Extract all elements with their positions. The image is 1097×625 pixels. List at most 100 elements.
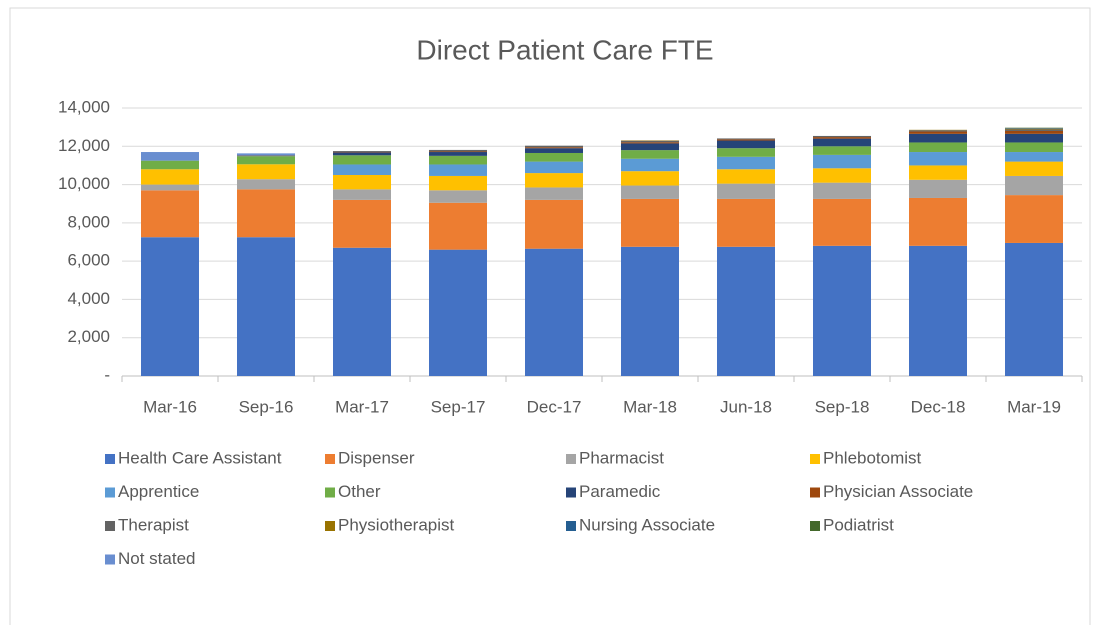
bar-segment — [1005, 128, 1063, 129]
bar-segment — [909, 142, 967, 153]
bar-segment — [237, 189, 295, 238]
bar-segment — [237, 155, 295, 157]
bar-segment — [429, 190, 487, 203]
legend-swatch — [810, 521, 820, 531]
bar-segment — [717, 198, 775, 247]
bar-segment — [525, 173, 583, 188]
bar-segment — [909, 179, 967, 198]
bar-segment — [621, 171, 679, 186]
legend-label: Nursing Associate — [579, 515, 715, 534]
bar-segment — [141, 169, 199, 185]
bar-segment — [621, 198, 679, 247]
legend-label: Paramedic — [579, 482, 661, 501]
bar-segment — [1005, 133, 1063, 143]
bar-segment — [333, 151, 391, 153]
legend-label: Health Care Assistant — [118, 448, 282, 467]
y-tick-label: 10,000 — [58, 174, 110, 193]
y-tick-label: 14,000 — [58, 97, 110, 116]
bar-segment — [429, 249, 487, 376]
bar-segment — [621, 140, 679, 143]
bar-segment — [333, 175, 391, 190]
bar-segment — [909, 245, 967, 376]
bar-segment — [717, 156, 775, 170]
bar-segment — [813, 154, 871, 169]
x-tick-label: Dec-17 — [527, 397, 582, 416]
bar-segment — [525, 187, 583, 200]
legend-label: Pharmacist — [579, 448, 664, 467]
chart-title: Direct Patient Care FTE — [416, 34, 713, 65]
bar-segment — [717, 140, 775, 149]
legend-swatch — [566, 521, 576, 531]
x-tick-label: Mar-16 — [143, 397, 197, 416]
bar-segment — [621, 158, 679, 172]
bar-segment — [621, 246, 679, 376]
legend-swatch — [105, 554, 115, 565]
x-tick-label: Sep-17 — [431, 397, 486, 416]
y-tick-label: 8,000 — [67, 212, 110, 231]
bar-segment — [909, 165, 967, 180]
y-tick-label: 12,000 — [58, 136, 110, 155]
bar-segment — [909, 133, 967, 143]
bar-segment — [1005, 130, 1063, 134]
bar-segment — [813, 168, 871, 183]
bar-segment — [813, 182, 871, 199]
bar-segment — [525, 199, 583, 249]
bar-segment — [813, 138, 871, 147]
bar-segment — [717, 183, 775, 199]
bar-segment — [429, 149, 487, 152]
x-tick-label: Sep-16 — [239, 397, 294, 416]
bar-segment — [813, 245, 871, 376]
bar-segment — [717, 148, 775, 157]
bar-segment — [621, 142, 679, 144]
bar-segment — [1005, 161, 1063, 176]
legend-swatch — [105, 521, 115, 531]
bar-segment — [813, 198, 871, 246]
bar-segment — [333, 164, 391, 175]
y-tick-label: - — [104, 365, 110, 384]
legend-label: Phlebotomist — [823, 448, 922, 467]
legend-swatch — [105, 454, 115, 464]
x-tick-label: Mar-17 — [335, 397, 389, 416]
bar-segment — [1005, 152, 1063, 162]
bar-segment — [429, 152, 487, 156]
bar-segment — [717, 139, 775, 141]
bar-segment — [1005, 242, 1063, 376]
bar-segment — [1005, 142, 1063, 153]
bar-segment — [429, 175, 487, 191]
bar-segment — [1005, 128, 1063, 130]
legend-label: Therapist — [118, 515, 189, 534]
y-tick-label: 4,000 — [67, 289, 110, 308]
bar-segment — [333, 155, 391, 165]
bar-segment — [909, 197, 967, 246]
bar-segment — [717, 246, 775, 376]
bar-segment — [525, 148, 583, 153]
bar-segment — [1005, 129, 1063, 131]
bar-segment — [1005, 195, 1063, 243]
legend-swatch — [105, 487, 115, 498]
bar-segment — [237, 156, 295, 165]
bar-segment — [333, 247, 391, 376]
bar-segment — [141, 190, 199, 238]
bar-segment — [237, 179, 295, 190]
bar-segment — [237, 237, 295, 376]
bar-segment — [141, 237, 199, 376]
x-tick-label: Sep-18 — [815, 397, 870, 416]
bar-segment — [621, 185, 679, 199]
bar-segment — [813, 135, 871, 138]
bar-segment — [717, 169, 775, 184]
legend-label: Not stated — [118, 549, 196, 568]
bar-segment — [429, 164, 487, 176]
bar-segment — [909, 131, 967, 134]
legend-label: Physiotherapist — [338, 515, 455, 534]
bar-segment — [909, 152, 967, 166]
bar-segment — [525, 152, 583, 162]
bar-segment — [141, 152, 199, 161]
bar-segment — [525, 161, 583, 174]
bar-segment — [429, 151, 487, 153]
x-tick-label: Jun-18 — [720, 397, 772, 416]
legend-label: Podiatrist — [823, 515, 894, 534]
bar-segment — [525, 145, 583, 148]
bar-segment — [813, 146, 871, 155]
bar-segment — [429, 155, 487, 165]
